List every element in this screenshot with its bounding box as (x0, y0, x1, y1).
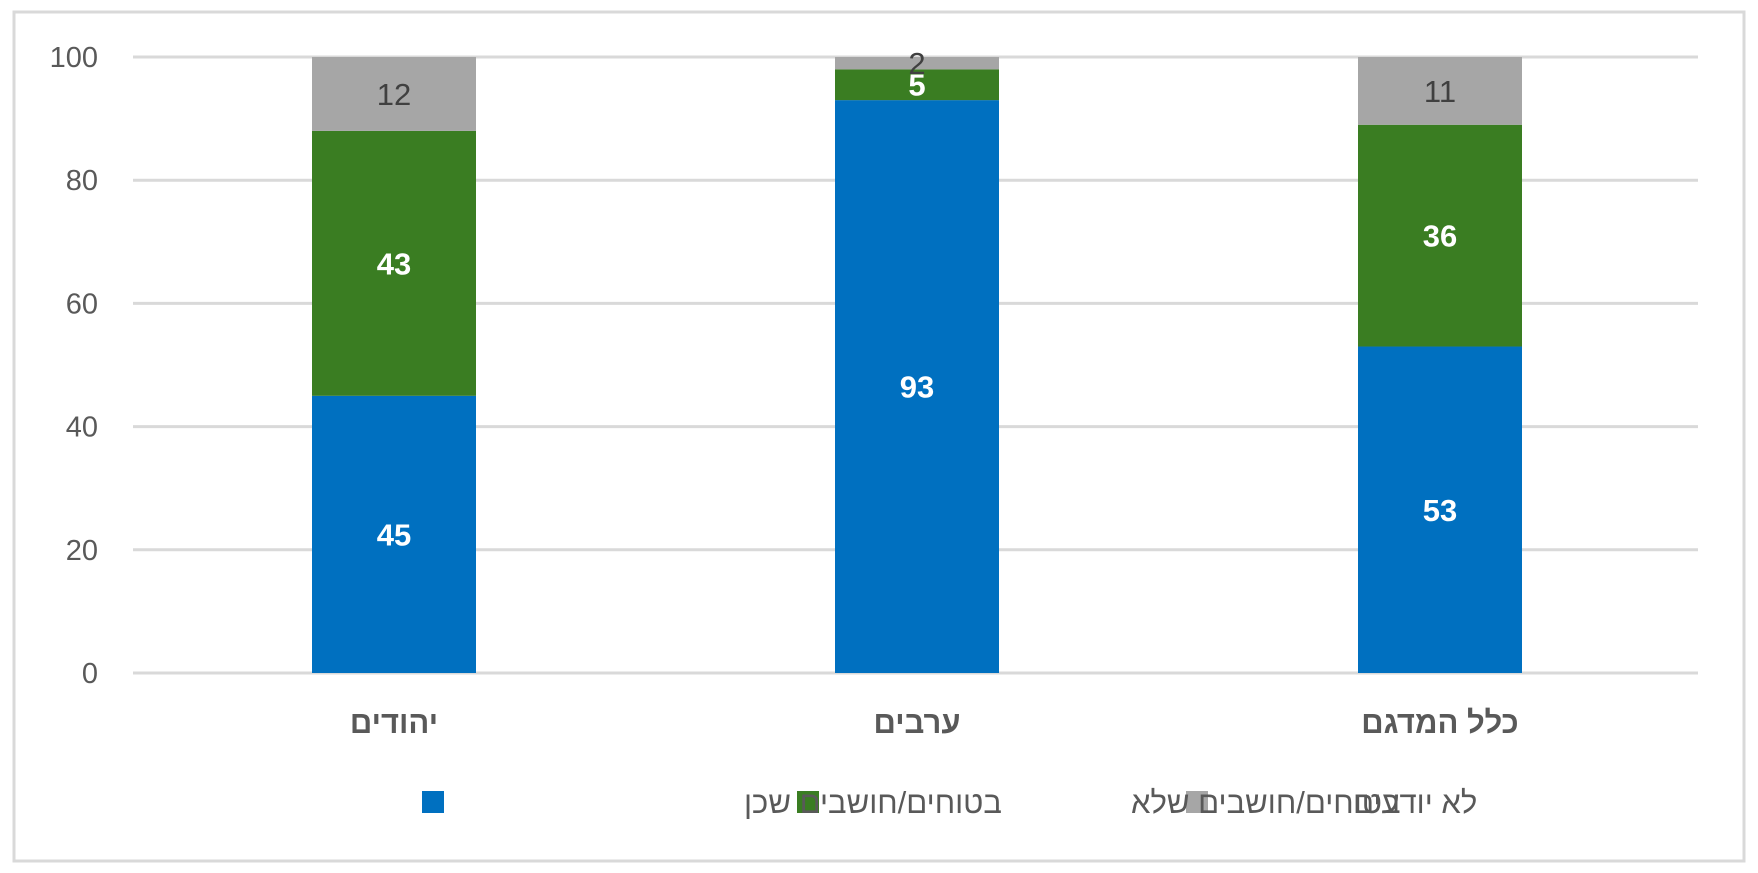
data-labels: 45 43 12 93 52 53 36 11 (377, 46, 1457, 552)
y-tick-label-20: 20 (66, 535, 98, 567)
x-category-label-0: יהודים (350, 705, 438, 740)
data-label-2-0: 53 (1423, 493, 1457, 528)
bar-segment-0-2 (312, 57, 476, 131)
legend-label-1: בטוחים/חושבים שלא (1131, 785, 1401, 820)
bar-segment-0-1 (312, 130, 476, 396)
y-tick-label-0: 0 (82, 658, 98, 690)
bar-segment-1-2 (835, 57, 999, 70)
data-label-1-1: 5 (908, 68, 925, 103)
bars (312, 57, 1522, 674)
legend-swatch-2 (1186, 791, 1208, 813)
y-axis-ticks: 0 20 40 60 80 100 (50, 42, 98, 690)
legend-label-0: בטוחים/חושבים שכן (744, 785, 1002, 820)
y-tick-label-40: 40 (66, 412, 98, 444)
data-label-1-0: 93 (900, 370, 934, 405)
legend-label-2: לא יודעים (1353, 785, 1477, 820)
x-category-label-1: ערבים (873, 705, 960, 740)
y-tick-label-80: 80 (66, 165, 98, 197)
data-label-0-1: 43 (377, 246, 411, 281)
bar-segment-1-0 (835, 100, 999, 674)
legend-swatch-0 (422, 791, 444, 813)
data-label-0-0: 45 (377, 517, 411, 552)
bar-segment-1-1 (835, 69, 999, 101)
bar-segment-2-2 (1358, 57, 1522, 125)
data-label-0-2: 12 (377, 77, 411, 112)
y-tick-label-100: 100 (50, 42, 98, 74)
data-label-2-2: 11 (1424, 74, 1456, 109)
bar-segment-2-1 (1358, 124, 1522, 347)
x-axis-categories: יהודים ערבים כלל המדגם (350, 705, 1519, 740)
y-tick-label-60: 60 (66, 288, 98, 320)
legend-swatch-1 (797, 791, 819, 813)
data-label-2-1: 36 (1423, 219, 1457, 254)
data-label-1-2: 2 (908, 46, 925, 81)
bar-segment-2-0 (1358, 346, 1522, 673)
bar-segment-0-0 (312, 395, 476, 673)
x-category-label-2: כלל המדגם (1361, 705, 1518, 740)
